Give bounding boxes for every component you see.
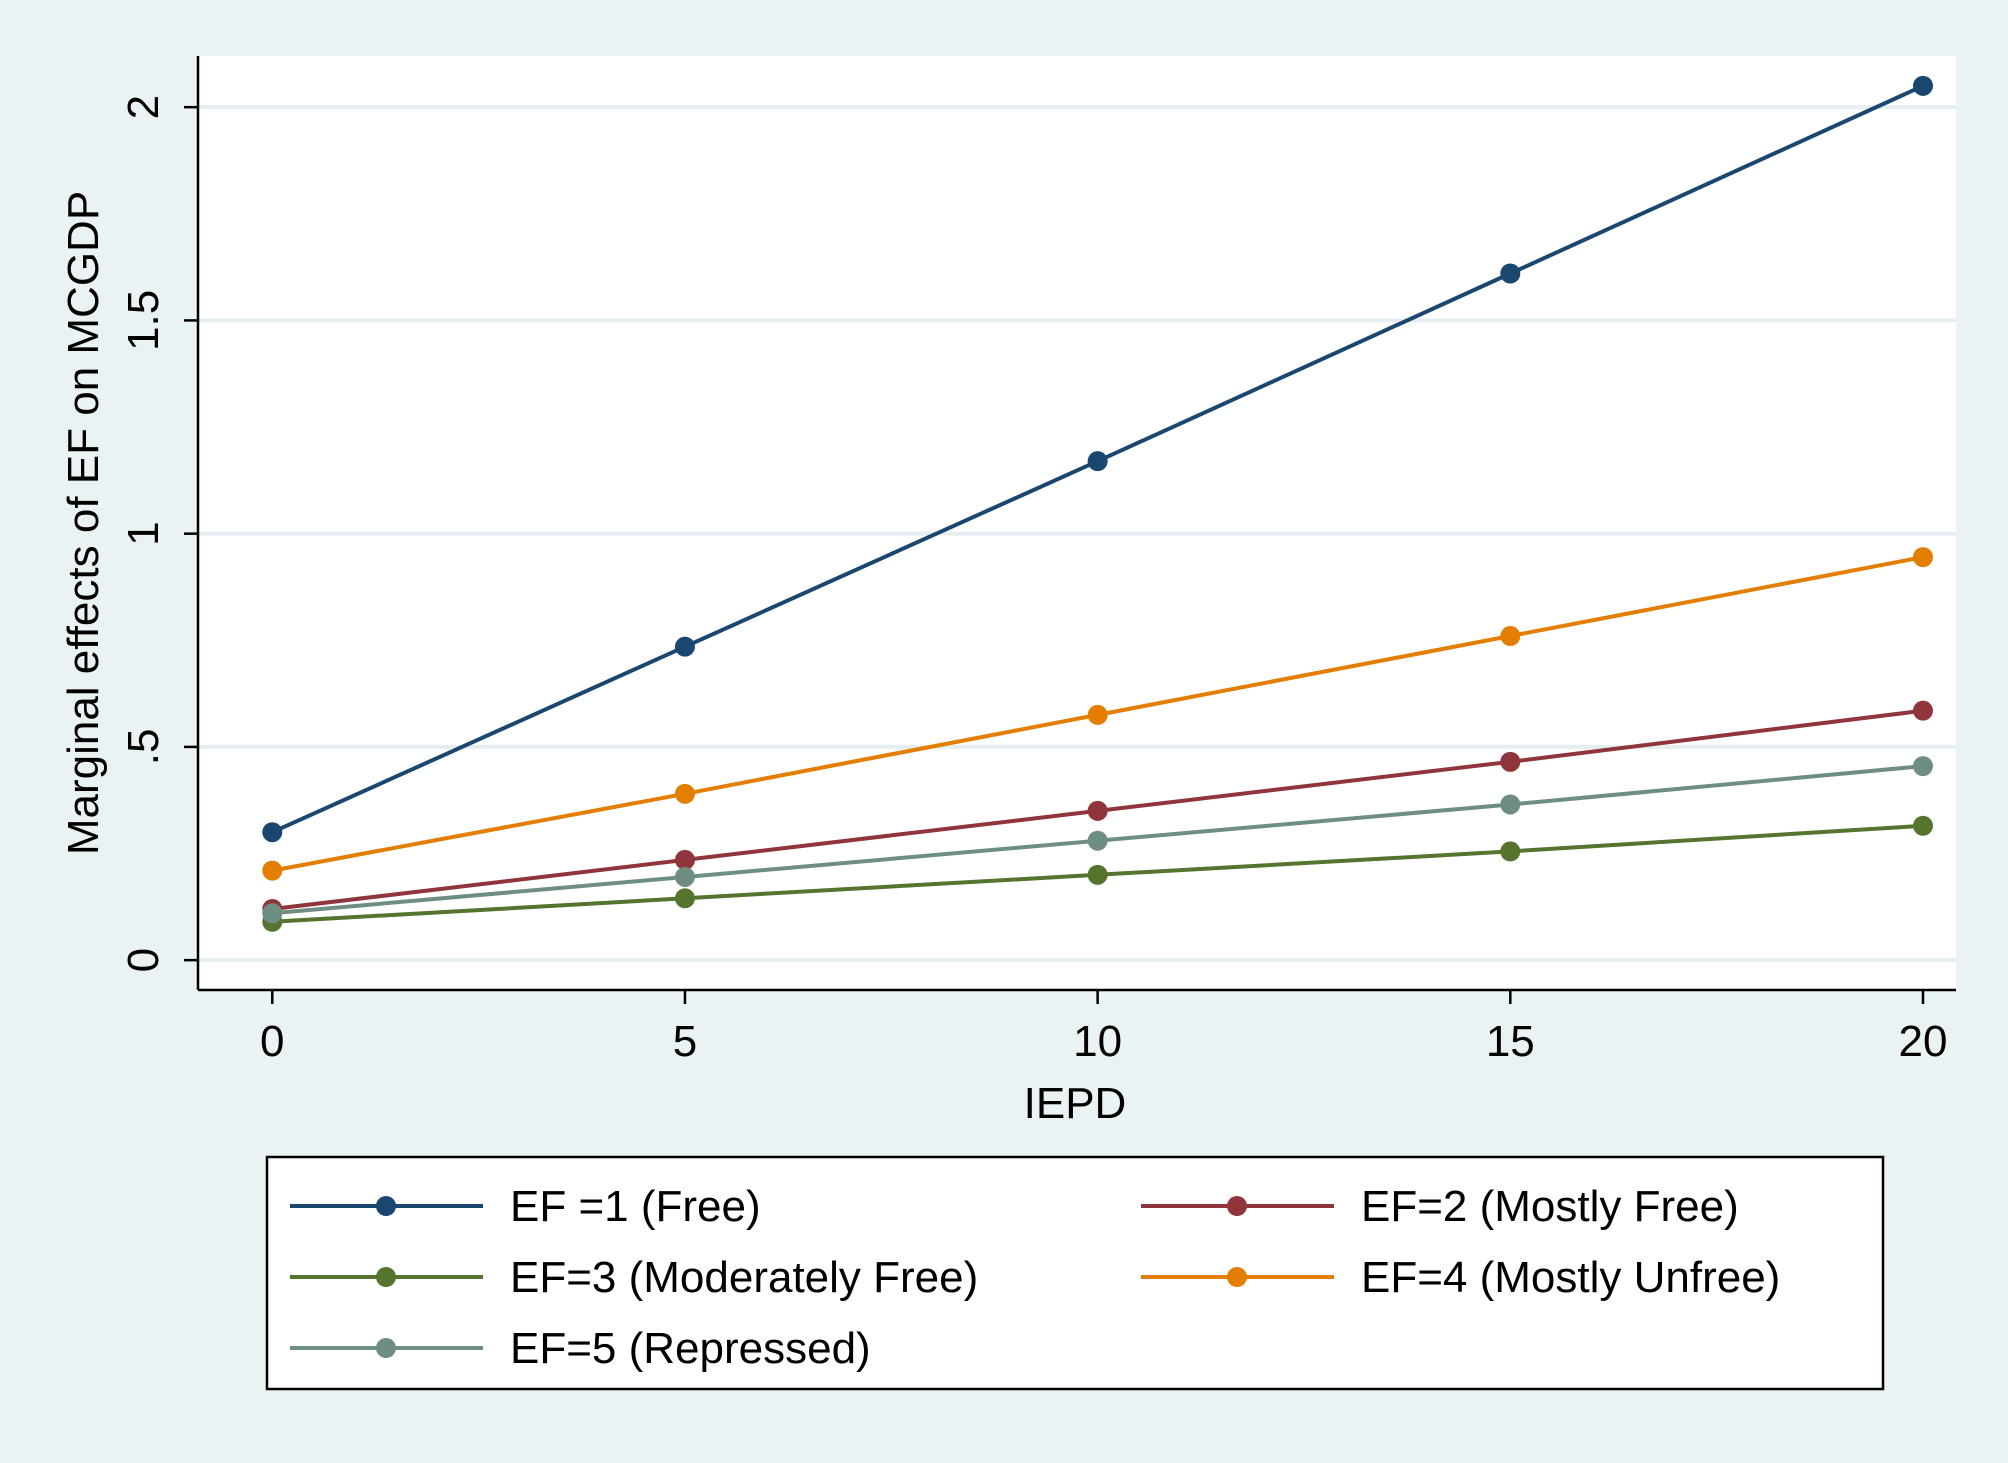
data-point [262,903,283,924]
axis-ticks: 0.511.520 5 10 15 20 [119,95,1947,1066]
data-point [674,866,695,887]
data-point [262,822,283,843]
data-point [1087,704,1108,725]
data-point [674,636,695,657]
y-tick-label: 2 [119,95,168,119]
legend-item: EF=5 (Repressed) [290,1324,871,1373]
y-tick-label: 1 [119,521,168,545]
data-point [674,888,695,909]
data-point [1912,756,1933,777]
x-axis-title: IEPD [1024,1079,1127,1128]
legend: EF =1 (Free) EF=2 (Mostly Free) EF=3 (Mode… [290,1182,1780,1373]
data-point [1500,794,1521,815]
data-point [1912,75,1933,96]
data-point [1912,547,1933,568]
data-point [674,849,695,870]
legend-marker [1227,1196,1247,1216]
legend-label: EF=3 (Moderately Free) [510,1253,978,1302]
legend-label: EF =1 (Free) [510,1182,761,1231]
data-point [674,783,695,804]
gridlines [198,105,1956,963]
y-axis-title: Marginal effects of EF on MCGDP [59,191,108,855]
data-point [1087,800,1108,821]
x-tick-label: 15 [1486,1017,1535,1066]
series-1 [262,75,1933,843]
x-tick-label: 20 [1899,1017,1948,1066]
data-point [1087,864,1108,885]
y-tick-label: 0 [119,948,168,972]
legend-marker [1227,1267,1247,1287]
data-point [1500,751,1521,772]
x-tick-label: 10 [1073,1017,1122,1066]
data-point [1500,263,1521,284]
data-point [1087,451,1108,472]
y-tick-label: .5 [119,729,168,766]
data-point [1912,700,1933,721]
data-point [1500,841,1521,862]
legend-label: EF=4 (Mostly Unfree) [1361,1253,1780,1302]
x-tick-label: 0 [260,1017,284,1066]
legend-item: EF=2 (Mostly Free) [1141,1182,1739,1231]
legend-marker [376,1196,396,1216]
plot-area [198,56,1956,990]
y-tick-label: 1.5 [119,290,168,351]
legend-label: EF=5 (Repressed) [510,1324,871,1373]
legend-item: EF =1 (Free) [290,1182,761,1231]
data-point [262,860,283,881]
series-lines [262,75,1933,932]
series-5 [262,756,1933,924]
legend-item: EF=3 (Moderately Free) [290,1253,978,1302]
legend-box [265,1155,1885,1391]
legend-item: EF=4 (Mostly Unfree) [1141,1253,1780,1302]
legend-label: EF=2 (Mostly Free) [1361,1182,1739,1231]
series-4 [262,547,1933,881]
x-tick-label: 5 [673,1017,697,1066]
data-point [1087,830,1108,851]
legend-marker [376,1267,396,1287]
legend-marker [376,1338,396,1358]
data-point [1500,626,1521,647]
data-point [1912,815,1933,836]
